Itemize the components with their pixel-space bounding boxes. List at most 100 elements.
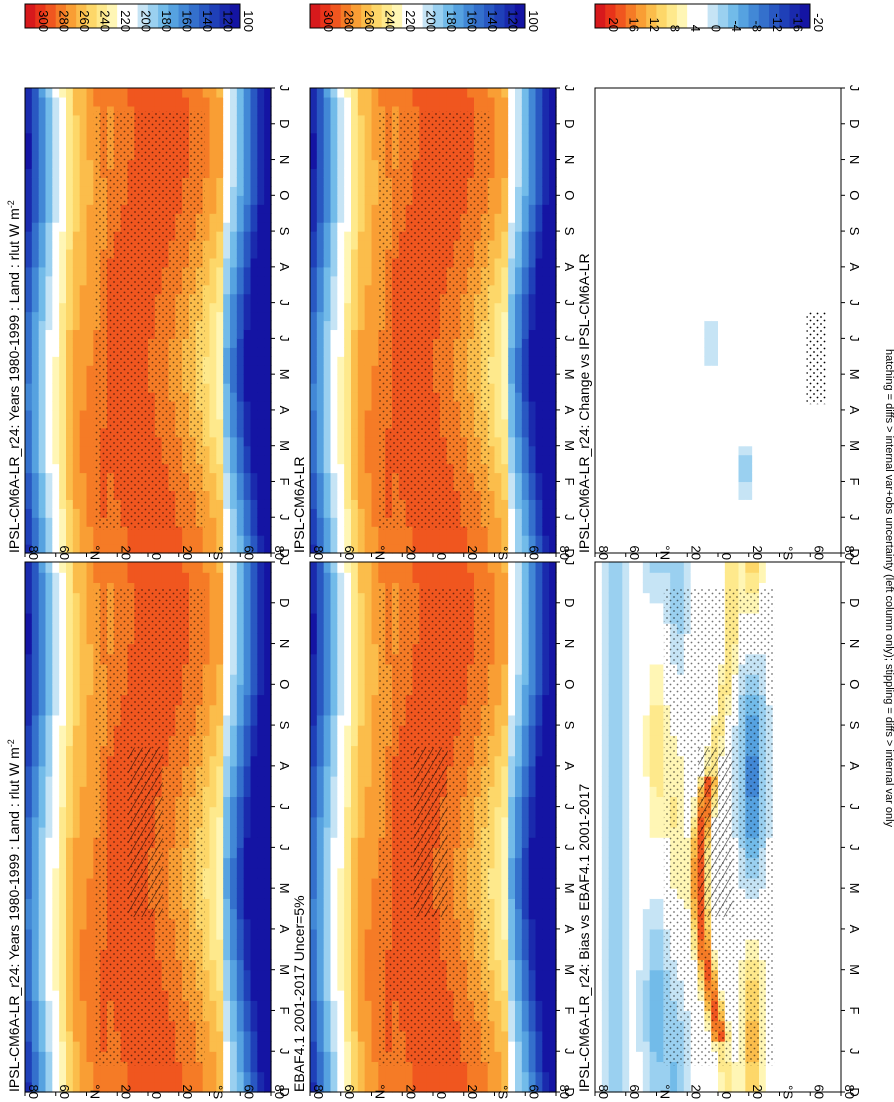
heatmap-cell — [72, 1030, 81, 1042]
heatmap-cell — [250, 959, 258, 971]
heatmap-cell — [344, 463, 352, 474]
heatmap-cell — [31, 765, 40, 777]
heatmap-cell — [202, 663, 211, 675]
heatmap-cell — [52, 266, 60, 277]
heatmap-cell — [202, 888, 211, 899]
heatmap-cell — [230, 356, 238, 366]
heatmap-cell — [59, 704, 67, 716]
heatmap-cell — [202, 735, 211, 747]
heatmap-cell — [66, 582, 74, 594]
heatmap-cell — [86, 400, 94, 411]
heatmap-cell — [316, 257, 325, 268]
heatmap-cell — [257, 463, 265, 474]
heatmap-cell — [38, 1030, 47, 1042]
heatmap-cell — [330, 186, 338, 196]
stipple-overlay — [93, 111, 205, 530]
heatmap-cell — [86, 186, 94, 196]
heatmap-cell — [337, 222, 345, 232]
heatmap-cell — [243, 694, 252, 706]
heatmap-cell — [330, 499, 338, 509]
heatmap-cell — [86, 612, 94, 624]
heatmap-cell — [357, 248, 366, 259]
heatmap-cell — [120, 1081, 129, 1093]
heatmap-cell — [371, 526, 379, 536]
heatmap-cell — [66, 653, 74, 665]
heatmap-cell — [209, 663, 217, 675]
heatmap-cell — [344, 159, 352, 170]
heatmap-cell — [250, 508, 258, 518]
heatmap-cell — [161, 535, 170, 545]
heatmap-cell — [59, 918, 67, 930]
heatmap-cell — [209, 248, 217, 259]
heatmap-cell — [257, 195, 265, 205]
heatmap-cell — [236, 535, 245, 545]
heatmap-cell — [154, 526, 163, 536]
heatmap-cell — [209, 177, 217, 187]
heatmap-cell — [38, 1061, 47, 1073]
heatmap-cell — [223, 365, 231, 375]
heatmap-cell — [86, 338, 94, 348]
heatmap-cell — [344, 338, 352, 348]
heatmap-cell — [45, 427, 53, 438]
heatmap-cell — [66, 383, 74, 393]
heatmap-cell — [209, 684, 217, 696]
heatmap-cell — [236, 248, 245, 259]
heatmap-cell — [202, 195, 211, 205]
heatmap-cell — [357, 150, 366, 161]
heatmap-cell — [257, 231, 265, 241]
heatmap-cell — [230, 949, 238, 961]
heatmap-cell — [398, 105, 407, 116]
heatmap-cell — [31, 1010, 40, 1022]
time-tick-label: N — [277, 155, 292, 164]
heatmap-cell — [31, 526, 40, 536]
heatmap-cell — [52, 284, 60, 295]
heatmap-cell — [264, 445, 272, 456]
heatmap-cell — [175, 105, 183, 116]
heatmap-cell — [344, 257, 352, 268]
heatmap-cell — [357, 204, 366, 214]
heatmap-cell — [72, 1081, 81, 1093]
heatmap-cell — [364, 177, 373, 187]
heatmap-cell — [323, 517, 332, 527]
heatmap-cell — [86, 195, 94, 205]
heatmap-cell — [236, 1030, 245, 1042]
heatmap-cell — [392, 105, 400, 116]
heatmap-cell — [86, 959, 94, 971]
heatmap-cell — [45, 684, 53, 696]
heatmap-cell — [216, 1010, 224, 1022]
heatmap-cell — [364, 374, 373, 384]
heatmap-cell — [79, 969, 88, 981]
heatmap-cell — [38, 114, 47, 125]
heatmap-cell — [31, 959, 40, 971]
heatmap-cell — [59, 928, 67, 940]
heatmap-cell — [230, 898, 238, 910]
heatmap-cell — [223, 150, 231, 161]
heatmap-cell — [79, 123, 88, 134]
heatmap-cell — [31, 643, 40, 655]
heatmap-cell — [264, 745, 272, 757]
heatmap-cell — [243, 204, 252, 214]
heatmap-cell — [216, 481, 224, 491]
heatmap-cell — [250, 257, 258, 268]
heatmap-cell — [236, 454, 245, 465]
heatmap-cell — [38, 526, 47, 536]
heatmap-cell — [52, 400, 60, 411]
heatmap-cell — [330, 88, 338, 98]
heatmap-cell — [216, 888, 224, 899]
heatmap-cell — [351, 123, 359, 134]
heatmap-cell — [230, 684, 238, 696]
heatmap-cell — [257, 898, 265, 910]
heatmap-cell — [202, 786, 211, 798]
heatmap-cell — [323, 186, 332, 196]
colorbar-label: 160 — [180, 10, 195, 32]
heatmap-cell — [316, 213, 325, 223]
heatmap-cell — [257, 969, 265, 981]
heatmap-cell — [86, 653, 94, 665]
heatmap-cell — [250, 240, 258, 250]
heatmap-cell — [72, 684, 81, 696]
heatmap-cell — [230, 572, 238, 583]
heatmap-cell — [250, 888, 258, 899]
heatmap-cell — [38, 623, 47, 634]
heatmap-cell — [371, 400, 379, 411]
heatmap-cell — [209, 204, 217, 214]
